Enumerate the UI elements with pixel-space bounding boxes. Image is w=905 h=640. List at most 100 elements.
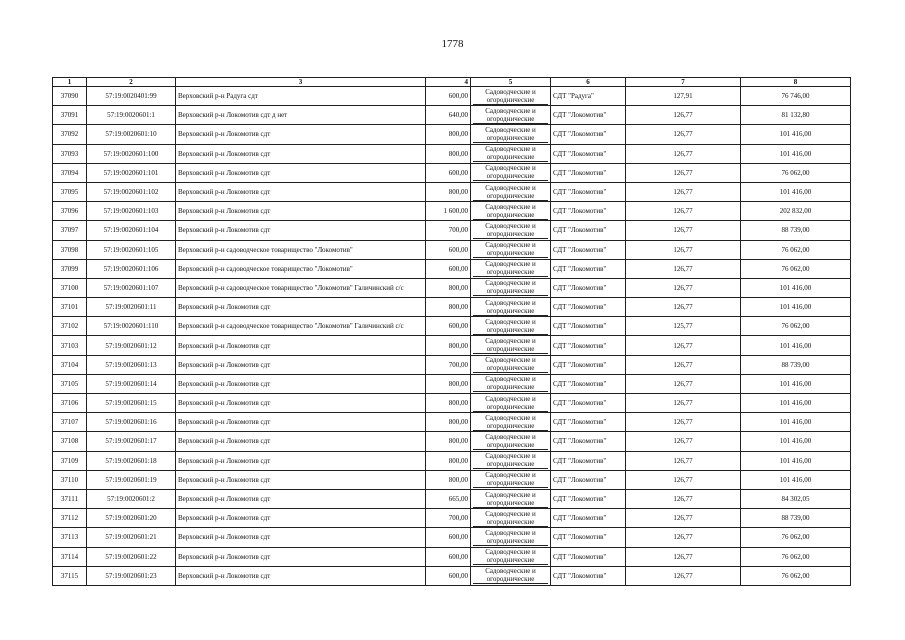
row-number: 37102 bbox=[52, 316, 87, 337]
organization: СДТ "Локомотив" bbox=[550, 143, 626, 164]
land-use-line-2: огороднические bbox=[473, 460, 548, 470]
land-use: Садоводческие и огороднические bbox=[470, 105, 551, 126]
rate: 126,77 bbox=[625, 354, 741, 375]
row-number: 37106 bbox=[52, 392, 87, 414]
cadastral-number: 57:19:0020601:110 bbox=[86, 316, 176, 337]
land-use-line-2: огороднические bbox=[473, 422, 548, 431]
cadastral-value: 101 416,00 bbox=[740, 373, 851, 395]
rate: 126,77 bbox=[625, 546, 741, 567]
table-row: 37103 57:19:0020601:12 Верховский р-н Локо… bbox=[52, 335, 851, 356]
cadastral-value: 101 416,00 bbox=[740, 412, 851, 433]
cadastral-value: 101 416,00 bbox=[740, 124, 851, 145]
area: 700,00 bbox=[425, 354, 471, 375]
area: 800,00 bbox=[425, 412, 471, 433]
cadastral-value: 84 302,05 bbox=[740, 488, 851, 510]
cadastral-value: 76 062,00 bbox=[740, 239, 851, 260]
land-use-line-2: огороднические bbox=[473, 96, 548, 105]
rate: 125,77 bbox=[625, 316, 741, 337]
land-use-line-2: огороднические bbox=[473, 268, 548, 278]
row-number: 37112 bbox=[52, 508, 87, 529]
row-number: 37093 bbox=[52, 143, 87, 164]
table-row: 37094 57:19:0020601:101 Верховский р-н Лок… bbox=[52, 162, 851, 183]
cadastral-number: 57:19:0020601:2 bbox=[86, 488, 176, 510]
row-number: 37108 bbox=[52, 431, 87, 452]
table-row: 37099 57:19:0020601:106 Верховский р-н сад… bbox=[52, 258, 851, 279]
row-number: 37104 bbox=[52, 354, 87, 375]
address: Верховский р-н садоводческое товариществ… bbox=[175, 239, 426, 260]
table-row: 37114 57:19:0020601:22 Верховский р-н Локо… bbox=[52, 546, 851, 567]
cadastral-number: 57:19:0020601:102 bbox=[86, 181, 176, 203]
row-number: 37092 bbox=[52, 124, 87, 145]
land-use-line-2: огороднические bbox=[473, 307, 548, 316]
land-use-line-2: огороднические bbox=[473, 441, 548, 450]
area: 700,00 bbox=[425, 508, 471, 529]
land-use: Садоводческие и огороднические bbox=[470, 258, 551, 279]
address: Верховский р-н Локомотив сдт bbox=[175, 373, 426, 395]
table-row: 37095 57:19:0020601:102 Верховский р-н Лок… bbox=[52, 181, 851, 203]
column-header: 8 bbox=[740, 77, 851, 87]
organization: СДТ "Радуга" bbox=[550, 85, 626, 107]
cadastral-number: 57:19:0020601:16 bbox=[86, 412, 176, 433]
cadastral-value: 101 416,00 bbox=[740, 392, 851, 414]
address: Верховский р-н Локомотив сдт bbox=[175, 431, 426, 452]
rate: 126,77 bbox=[625, 431, 741, 452]
address: Верховский р-н Локомотив сдт bbox=[175, 488, 426, 510]
organization: СДТ "Локомотив" bbox=[550, 105, 626, 126]
organization: СДТ "Локомотив" bbox=[550, 239, 626, 260]
area: 640,00 bbox=[425, 105, 471, 126]
cadastral-number: 57:19:0020601:17 bbox=[86, 431, 176, 452]
row-number: 37109 bbox=[52, 450, 87, 471]
land-use-line-1: Садоводческие и bbox=[485, 298, 536, 307]
cadastral-value: 76 062,00 bbox=[740, 316, 851, 337]
land-use-line-2: огороднические bbox=[473, 479, 548, 489]
row-number: 37103 bbox=[52, 335, 87, 356]
address: Верховский р-н Локомотив сдт bbox=[175, 546, 426, 567]
land-use-line-2: огороднические bbox=[473, 537, 548, 546]
land-use-line-2: огороднические bbox=[473, 115, 548, 124]
table-row: 37093 57:19:0020601:100 Верховский р-н Лок… bbox=[52, 143, 851, 164]
area: 600,00 bbox=[425, 546, 471, 567]
rate: 126,77 bbox=[625, 239, 741, 260]
land-use: Садоводческие и огороднические bbox=[470, 431, 551, 452]
land-use-line-1: Садоводческие и bbox=[485, 394, 536, 403]
column-header: 5 bbox=[470, 77, 551, 87]
table-row: 37090 57:19:0020401:99 Верховский р-н Раду… bbox=[52, 85, 851, 107]
land-use-line-1: Садоводческие и bbox=[485, 567, 536, 576]
land-use-line-1: Садоводческие и bbox=[485, 221, 536, 230]
cadastral-value: 101 416,00 bbox=[740, 297, 851, 318]
area: 800,00 bbox=[425, 143, 471, 164]
area: 800,00 bbox=[425, 373, 471, 395]
address: Верховский р-н Локомотив сдт д нет bbox=[175, 105, 426, 126]
row-number: 37099 bbox=[52, 258, 87, 279]
land-use-line-2: огороднические bbox=[473, 364, 548, 374]
rate: 126,77 bbox=[625, 508, 741, 529]
organization: СДТ "Локомотив" bbox=[550, 316, 626, 337]
address: Верховский р-н Локомотив сдт bbox=[175, 162, 426, 183]
land-use: Садоводческие и огороднические bbox=[470, 162, 551, 183]
area: 800,00 bbox=[425, 431, 471, 452]
land-use: Садоводческие и огороднические bbox=[470, 354, 551, 375]
organization: СДТ "Локомотив" bbox=[550, 469, 626, 490]
land-use-line-1: Садоводческие и bbox=[485, 145, 536, 154]
address: Верховский р-н Локомотив сдт bbox=[175, 220, 426, 241]
table-row: 37097 57:19:0020601:104 Верховский р-н Лок… bbox=[52, 220, 851, 241]
cadastral-value: 202 832,00 bbox=[740, 201, 851, 222]
land-use-line-1: Садоводческие и bbox=[485, 260, 536, 269]
area: 600,00 bbox=[425, 565, 471, 586]
area: 1 600,00 bbox=[425, 201, 471, 222]
cadastral-value: 81 132,80 bbox=[740, 105, 851, 126]
table-row: 37111 57:19:0020601:2 Верховский р-н Локом… bbox=[52, 488, 851, 510]
row-number: 37094 bbox=[52, 162, 87, 183]
land-use: Садоводческие и огороднические bbox=[470, 412, 551, 433]
land-use-line-1: Садоводческие и bbox=[485, 279, 536, 288]
rate: 126,77 bbox=[625, 450, 741, 471]
column-header: 6 bbox=[550, 77, 626, 87]
area: 700,00 bbox=[425, 220, 471, 241]
land-use: Садоводческие и огороднические bbox=[470, 297, 551, 318]
land-use: Садоводческие и огороднические bbox=[470, 469, 551, 490]
cadastral-number: 57:19:0020601:10 bbox=[86, 124, 176, 145]
land-use-line-1: Садоводческие и bbox=[485, 106, 536, 115]
organization: СДТ "Локомотив" bbox=[550, 373, 626, 395]
land-use: Садоводческие и огороднические bbox=[470, 546, 551, 567]
land-use-line-2: огороднические bbox=[473, 326, 548, 335]
